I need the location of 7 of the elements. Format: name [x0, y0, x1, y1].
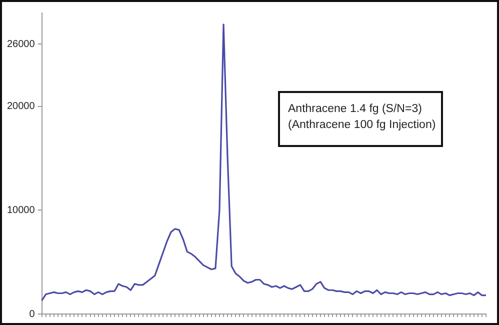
y-tick-label: 0: [29, 308, 36, 320]
annotation: (Anthracene 100 fg Injection): [288, 118, 437, 133]
y-tick-label: 10000: [6, 204, 36, 216]
annotation: Anthracene 1.4 fg (S/N=3): [288, 102, 423, 117]
note-box: Anthracene 1.4 fg (S/N=3) (Anthracene 100 fg Injection): [278, 91, 443, 147]
y-tick-label: 26000: [6, 38, 36, 50]
y-tick-label: 20000: [6, 101, 36, 112]
